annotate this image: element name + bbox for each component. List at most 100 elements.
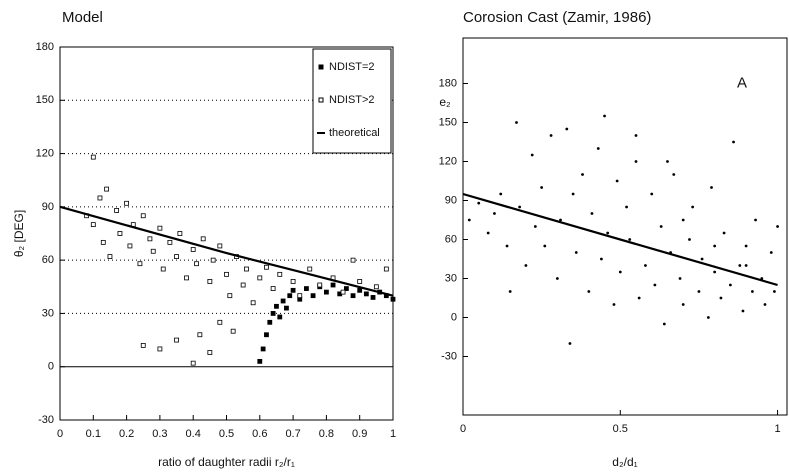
legend-label: NDIST=2 [329, 61, 375, 73]
x-tick-label: 0.5 [613, 423, 628, 435]
point [681, 303, 685, 306]
point [343, 286, 349, 291]
x-tick-label: 0 [57, 428, 63, 440]
point [207, 279, 213, 284]
point [357, 287, 363, 293]
point [596, 147, 600, 150]
point [628, 238, 632, 241]
point [618, 270, 622, 274]
point [505, 244, 509, 248]
point [653, 283, 657, 287]
point [672, 173, 676, 176]
y-tick-label: 60 [445, 233, 457, 245]
point [515, 121, 518, 124]
point [744, 244, 748, 248]
point [637, 296, 641, 300]
legend-swatch [318, 64, 324, 70]
point [691, 205, 695, 209]
y-tick-label: 90 [42, 201, 54, 213]
point [559, 218, 562, 222]
point [267, 319, 273, 325]
point [728, 283, 732, 287]
point [114, 208, 120, 213]
point [383, 266, 389, 272]
point [307, 266, 313, 272]
point [763, 303, 767, 306]
x-tick-label: 0.4 [186, 428, 201, 440]
point [373, 284, 379, 290]
y-axis-label: e₂ [439, 95, 451, 109]
point [137, 261, 143, 267]
point [200, 236, 206, 242]
y-tick-label: 180 [439, 77, 457, 89]
point [190, 360, 196, 366]
point [217, 243, 223, 249]
point [227, 293, 233, 299]
point [104, 186, 110, 192]
point [533, 225, 537, 228]
legend-label: NDIST>2 [329, 94, 375, 106]
fit-line [462, 192, 778, 287]
point [224, 271, 229, 277]
point [290, 287, 296, 293]
y-tick-label: 120 [439, 155, 457, 167]
point [615, 179, 619, 183]
point [217, 319, 223, 325]
point [194, 261, 199, 267]
point [744, 264, 748, 267]
point [100, 239, 106, 245]
y-tick-label: 150 [439, 116, 457, 128]
point [555, 277, 559, 280]
x-tick-label: 1 [775, 423, 781, 435]
point [340, 289, 346, 295]
point [270, 311, 276, 316]
point [540, 186, 544, 189]
x-tick-label: 1 [390, 428, 396, 440]
point [270, 286, 276, 291]
point [363, 291, 369, 297]
x-tick-label: 0.3 [152, 428, 167, 440]
point [524, 264, 528, 267]
point [107, 254, 113, 259]
plot-frame [462, 37, 788, 416]
point [117, 231, 123, 236]
point [719, 296, 723, 300]
point [493, 212, 496, 215]
point [160, 266, 166, 272]
point [750, 290, 754, 293]
point [230, 328, 236, 334]
x-tick-label: 0.7 [285, 428, 300, 440]
point [662, 322, 666, 326]
point [290, 279, 296, 284]
y-tick-label: 120 [36, 147, 54, 159]
y-tick-label: 180 [36, 41, 54, 53]
point [264, 264, 269, 270]
point [297, 293, 303, 299]
x-axis-label: d₂/d₁ [612, 455, 637, 469]
point [776, 225, 779, 228]
point [330, 282, 336, 288]
point [250, 300, 256, 306]
point [287, 293, 293, 299]
point [769, 251, 773, 254]
point [706, 316, 710, 319]
point [486, 231, 490, 235]
x-axis-label: ratio of daughter radii r₂/r₁ [158, 455, 295, 469]
point [323, 289, 329, 295]
y-tick-label: 30 [42, 307, 54, 319]
point [508, 290, 512, 293]
point [600, 257, 603, 261]
point [587, 290, 591, 293]
point [390, 296, 396, 302]
point [350, 257, 356, 263]
point [277, 271, 283, 277]
point [310, 293, 316, 299]
point [357, 279, 363, 284]
x-tick-label: 0.5 [219, 428, 234, 440]
point [565, 127, 569, 131]
point [167, 239, 173, 245]
point [603, 114, 606, 118]
annotation: A [737, 74, 747, 91]
point [612, 303, 616, 306]
x-tick-label: 0 [460, 423, 466, 435]
